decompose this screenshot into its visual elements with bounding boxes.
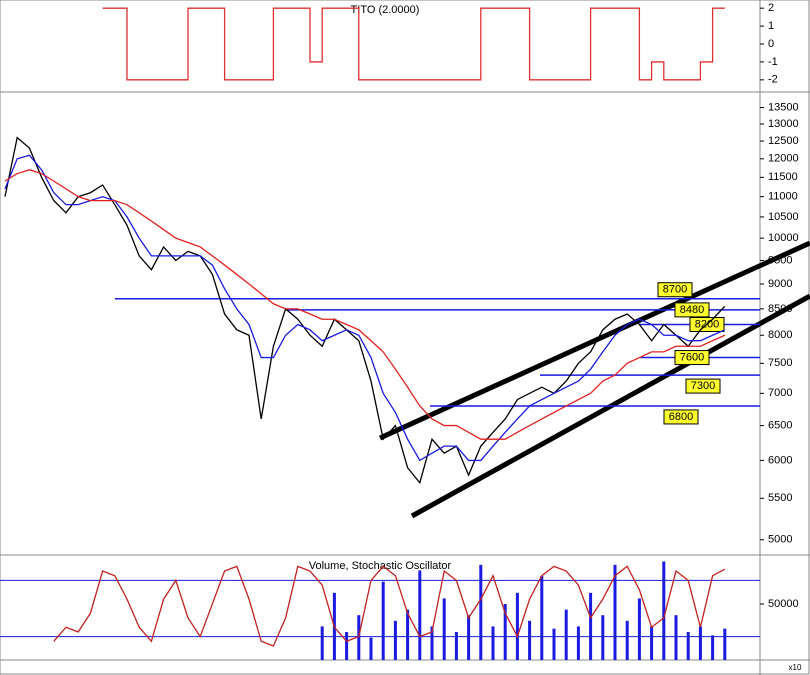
level-box	[657, 282, 693, 298]
y-tick-label: 6000	[768, 454, 792, 466]
y-tick-label: 10000	[768, 232, 799, 244]
y-tick-label: 12500	[768, 135, 799, 147]
volume-bar	[491, 626, 495, 660]
level-box	[685, 378, 721, 394]
panel-title: Volume, Stochastic Oscillator	[309, 560, 452, 572]
y-tick-label: 2	[768, 2, 774, 14]
y-tick-label: 11500	[768, 171, 798, 183]
y-tick-label: 10500	[768, 211, 799, 223]
level-label: 7600	[680, 351, 704, 363]
y-tick-label: 7000	[768, 387, 792, 399]
volume-bar	[369, 637, 373, 660]
level-label: 6800	[669, 411, 693, 423]
volume-bar	[711, 635, 715, 660]
series-line	[4, 154, 726, 462]
y-tick-label: 8500	[768, 303, 792, 315]
volume-bar	[528, 620, 532, 660]
y-tick-label: 5000	[768, 534, 792, 546]
y-tick-label: 50000	[768, 598, 799, 610]
series-line	[102, 7, 725, 81]
y-tick-label: 0	[768, 38, 774, 50]
volume-bar	[589, 592, 593, 660]
y-tick-label: 9500	[768, 254, 792, 266]
volume-bar	[418, 570, 422, 660]
volume-bar	[723, 628, 727, 660]
level-label: 8480	[680, 304, 704, 316]
series-line	[53, 565, 726, 647]
y-tick-label: 11000	[768, 191, 798, 203]
volume-bar	[320, 626, 324, 660]
y-tick-label: -1	[768, 56, 778, 68]
volume-bar	[650, 626, 654, 660]
volume-bar	[601, 615, 605, 660]
level-box	[674, 302, 710, 318]
level-label: 7300	[691, 380, 715, 392]
volume-bar	[503, 604, 507, 660]
volume-bar	[613, 564, 617, 660]
volume-bar	[662, 561, 666, 660]
y-tick-label: 8000	[768, 329, 792, 341]
y-tick-label: 7500	[768, 357, 792, 369]
volume-bar	[467, 615, 471, 660]
level-box	[674, 350, 710, 366]
y-tick-label: 9000	[768, 278, 792, 290]
y-tick-label: 13500	[768, 101, 799, 113]
series-line	[4, 136, 726, 485]
volume-bar	[576, 626, 580, 660]
panel-title: TITO (2.0000)	[351, 4, 420, 16]
volume-bar	[454, 632, 458, 660]
volume-bar	[479, 564, 483, 660]
volume-bar	[698, 626, 702, 660]
volume-bar	[357, 615, 361, 660]
level-box	[663, 409, 699, 425]
volume-bar	[564, 609, 568, 660]
series-line	[4, 169, 726, 440]
volume-bar	[442, 598, 446, 660]
scale-note: x10	[789, 663, 802, 672]
volume-bar	[345, 632, 349, 660]
y-tick-label: 1	[768, 20, 774, 32]
y-tick-label: 5500	[768, 492, 792, 504]
y-tick-label: 6500	[768, 419, 792, 431]
volume-bar	[625, 620, 629, 660]
volume-bar	[515, 592, 519, 660]
volume-bar	[674, 615, 678, 660]
volume-bar	[381, 581, 385, 660]
level-label: 8700	[663, 284, 687, 296]
volume-bar	[540, 576, 544, 660]
y-tick-label: 12000	[768, 153, 799, 165]
volume-bar	[686, 632, 690, 660]
volume-bar	[637, 598, 641, 660]
volume-bar	[393, 620, 397, 660]
y-tick-label: -2	[768, 74, 778, 86]
volume-bar	[406, 609, 410, 660]
y-tick-label: 13000	[768, 118, 799, 130]
volume-bar	[552, 628, 556, 660]
volume-bar	[430, 626, 434, 660]
